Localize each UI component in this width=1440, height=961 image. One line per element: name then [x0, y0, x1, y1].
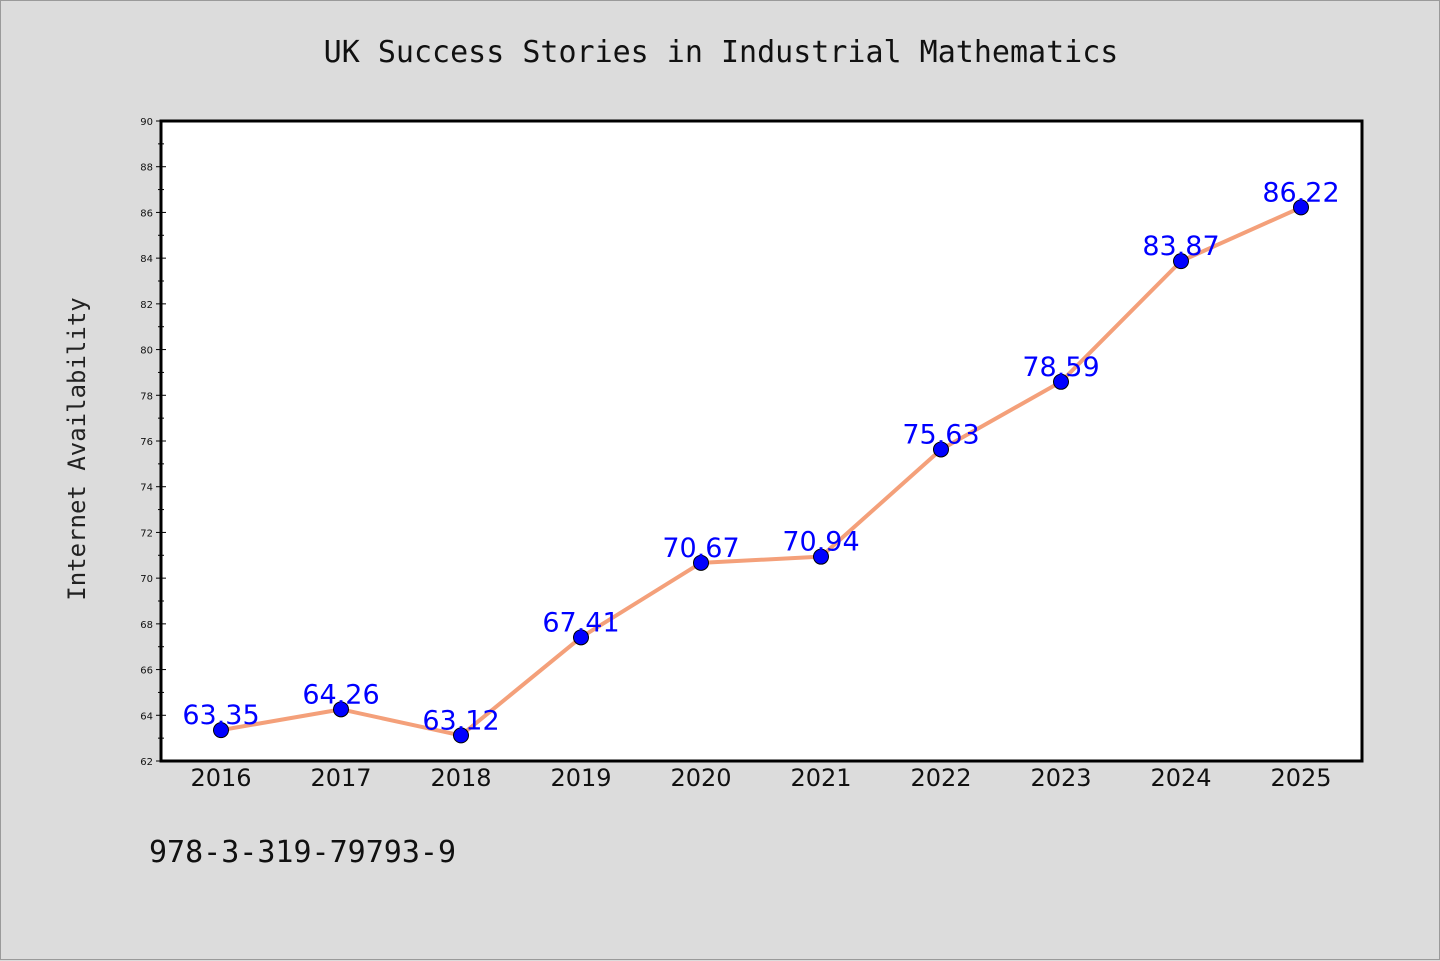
- data-point: [213, 722, 229, 739]
- x-tick-label: 2016: [190, 764, 251, 792]
- data-label: 70.67: [662, 533, 739, 564]
- data-label: 63.35: [182, 700, 259, 731]
- data-point: [333, 701, 349, 718]
- x-tick-label: 2017: [310, 764, 371, 792]
- x-tick-label: 2024: [1150, 764, 1211, 792]
- data-point: [453, 727, 469, 744]
- data-label: 63.12: [422, 705, 499, 736]
- data-label: 75.63: [902, 419, 979, 450]
- y-tick-label: 78: [140, 391, 153, 402]
- x-tick-label: 2019: [550, 764, 611, 792]
- data-label: 86.22: [1262, 177, 1339, 208]
- x-tick-label: 2018: [430, 764, 491, 792]
- data-point: [693, 554, 709, 571]
- x-tick-label: 2020: [670, 764, 731, 792]
- x-tick-label: 2022: [910, 764, 971, 792]
- data-point: [1293, 199, 1309, 216]
- isbn-text: 978-3-319-79793-9: [149, 835, 457, 870]
- y-tick-label: 66: [140, 666, 153, 677]
- y-tick-label: 68: [140, 620, 153, 631]
- y-tick-label: 90: [140, 117, 153, 128]
- data-label: 83.87: [1142, 231, 1219, 262]
- data-point: [813, 548, 829, 565]
- plot-frame: [159, 119, 1364, 763]
- y-tick-label: 88: [140, 163, 153, 174]
- data-point: [1173, 253, 1189, 270]
- series-line: [219, 205, 1303, 738]
- data-point: [933, 441, 949, 458]
- y-tick-label: 82: [140, 300, 153, 311]
- y-tick-label: 76: [140, 437, 153, 448]
- y-tick-label: 64: [140, 711, 153, 722]
- y-tick-label: 70: [140, 574, 153, 585]
- y-tick-label: 80: [140, 346, 153, 357]
- data-point: [1053, 373, 1069, 390]
- data-point: [573, 629, 589, 646]
- chart-title: UK Success Stories in Industrial Mathema…: [323, 35, 1119, 70]
- data-label: 64.26: [302, 679, 379, 710]
- y-tick-label: 86: [140, 208, 153, 219]
- y-tick-label: 62: [140, 757, 153, 768]
- x-tick-label: 2023: [1030, 764, 1091, 792]
- x-tick-label: 2021: [790, 764, 851, 792]
- x-tick-label: 2025: [1270, 764, 1331, 792]
- data-label: 70.94: [782, 527, 859, 558]
- y-tick-label: 74: [140, 483, 153, 494]
- y-tick-label: 84: [140, 254, 153, 265]
- data-label: 67.41: [542, 607, 619, 638]
- data-label: 78.59: [1022, 352, 1099, 383]
- y-tick-label: 72: [140, 528, 153, 539]
